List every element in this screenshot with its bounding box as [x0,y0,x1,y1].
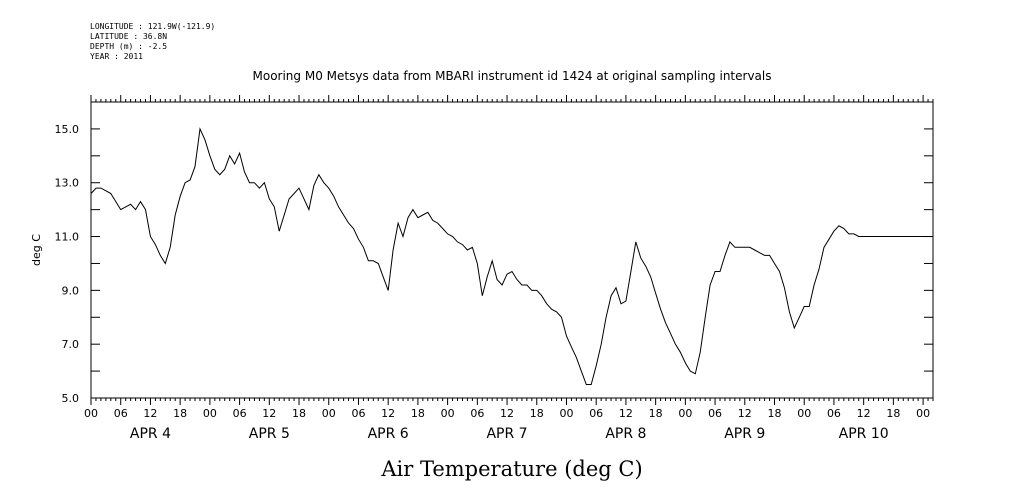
x-tick-label: 12 [738,407,752,420]
day-label: APR 4 [130,426,171,442]
day-label: APR 10 [839,426,889,442]
x-tick-label: 06 [708,407,722,420]
labels-layer: 00 06 12 18 00 06 12 18 00 06 12 18 00 06 12 18 00 06 12 18… [55,123,931,442]
x-tick-label: 18 [768,407,782,420]
series-line [90,127,933,385]
y-axis-label: deg C [30,234,43,266]
x-tick-label: 06 [233,407,247,420]
x-tick-label: 12 [500,407,514,420]
y-tick-label: 7.0 [62,338,80,351]
y-tick-label: 15.0 [55,123,80,136]
plot-frame [90,101,934,399]
longitude-label: LONGITUDE : 121.9W(-121.9) [90,22,216,31]
x-tick-label: 06 [351,407,365,420]
x-tick-label: 12 [262,407,276,420]
day-label: APR 6 [368,426,409,442]
y-tick-label: 11.0 [55,231,80,244]
depth-label: DEPTH (m) : -2.5 [90,42,168,51]
x-tick-label: 00 [678,407,692,420]
x-tick-label: 12 [143,407,157,420]
day-label: APR 5 [249,426,290,442]
x-tick-label: 18 [173,407,187,420]
x-tick-label: 00 [84,407,98,420]
x-tick-label: 06 [470,407,484,420]
y-tick-label: 9.0 [62,284,80,297]
x-tick-label: 12 [857,407,871,420]
x-tick-label: 18 [886,407,900,420]
x-tick-label: 06 [827,407,841,420]
x-tick-label: 00 [559,407,573,420]
x-tick-label: 00 [322,407,336,420]
day-label: APR 9 [724,426,765,442]
x-tick-label: 06 [589,407,603,420]
y-tick-label: 13.0 [55,177,80,190]
x-tick-label: 18 [292,407,306,420]
x-tick-label: 00 [797,407,811,420]
x-tick-label: 12 [381,407,395,420]
x-tick-label: 06 [114,407,128,420]
ticks-layer [90,95,934,405]
x-tick-label: 00 [441,407,455,420]
day-label: APR 7 [486,426,527,442]
y-tick-label: 5.0 [62,392,80,405]
x-tick-label: 18 [411,407,425,420]
x-tick-label: 18 [530,407,544,420]
x-tick-label: 00 [203,407,217,420]
chart-title: Mooring M0 Metsys data from MBARI instru… [253,69,772,83]
x-tick-label: 00 [916,407,930,420]
metadata-block: LONGITUDE : 121.9W(-121.9) LATITUDE : 36… [90,22,215,62]
latitude-label: LATITUDE : 36.8N [90,32,168,41]
x-tick-label: 18 [649,407,663,420]
x-tick-label: 12 [619,407,633,420]
x-axis-label: Air Temperature (deg C) [380,457,642,481]
year-label: YEAR : 2011 [90,52,143,61]
day-label: APR 8 [605,426,646,442]
